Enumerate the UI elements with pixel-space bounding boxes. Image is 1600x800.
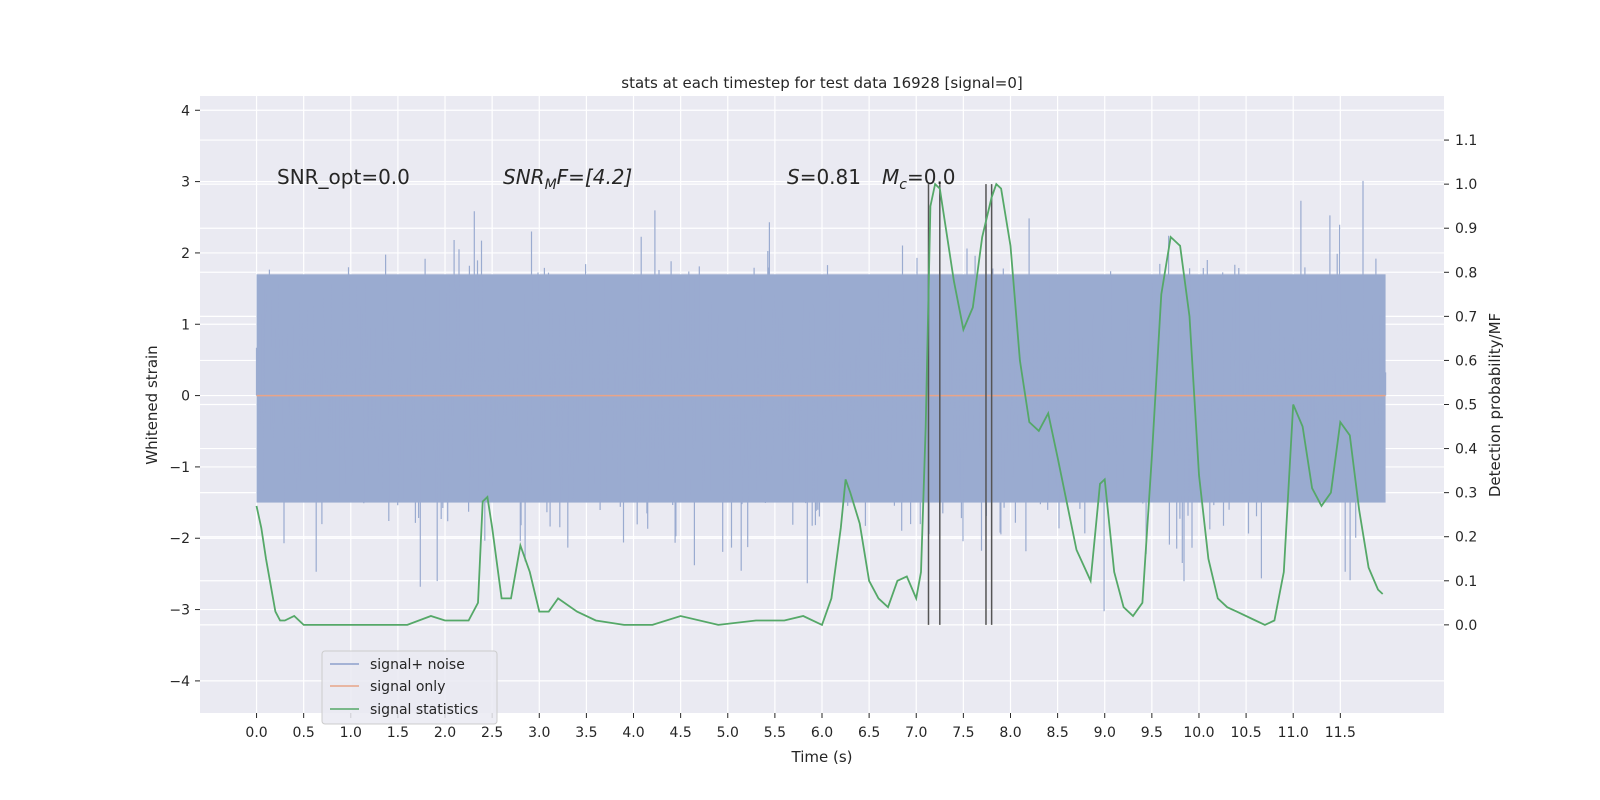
x-tick-label: 7.5 — [952, 725, 974, 741]
x-tick-label: 10.0 — [1183, 725, 1214, 741]
legend-box — [321, 650, 498, 725]
x-tick-label: 11.5 — [1325, 725, 1356, 741]
y-tick-label: 4 — [181, 103, 190, 119]
y-right-tick-label: 0.3 — [1455, 486, 1477, 502]
y-right-tick-label: 0.8 — [1455, 265, 1477, 281]
signal-plus-noise-series — [255, 180, 1387, 612]
x-tick-label: 9.5 — [1141, 725, 1163, 741]
x-tick-label: 9.0 — [1094, 725, 1116, 741]
legend-label-signal-only: signal only — [370, 679, 445, 695]
x-tick-label: 1.0 — [340, 725, 362, 741]
y-tick-label: 1 — [181, 317, 190, 333]
annotation-s: S=0.81 — [787, 165, 861, 189]
y-tick-label: −3 — [169, 603, 190, 619]
y-axis-label: Whitened strain — [143, 345, 161, 464]
y-tick-label: 0 — [181, 389, 190, 405]
y-right-tick-label: 0.2 — [1455, 530, 1477, 546]
legend-label-noise: signal+ noise — [370, 657, 465, 673]
y-axis-right-ticks: 1.1 1.0 0.9 0.8 0.7 0.6 0.5 0.4 0.3 0.2 0.1 0.0 — [1444, 133, 1477, 634]
x-tick-label: 1.5 — [387, 725, 409, 741]
x-tick-label: 8.0 — [999, 725, 1021, 741]
y-right-tick-label: 0.9 — [1455, 221, 1477, 237]
x-tick-label: 6.5 — [858, 725, 880, 741]
y-axis-ticks: 4 3 2 1 0 −1 −2 −3 −4 — [169, 103, 200, 690]
annotation-snr-opt: SNR_opt=0.0 — [277, 165, 410, 189]
marker-lines — [927, 184, 993, 625]
x-tick-label: 2.0 — [434, 725, 456, 741]
x-tick-label: 3.0 — [528, 725, 550, 741]
y-right-tick-label: 0.1 — [1455, 574, 1477, 590]
x-tick-label: 4.0 — [622, 725, 644, 741]
chart-title: stats at each timestep for test data 169… — [621, 74, 1022, 92]
noise-trace — [255, 180, 1387, 612]
noise-band — [256, 274, 1386, 503]
x-tick-label: 4.5 — [670, 725, 692, 741]
legend-label-statistics: signal statistics — [370, 702, 478, 718]
x-axis-ticks: 0.0 0.5 1.0 1.5 2.0 2.5 3.0 3.5 4.0 4.5 5.0 5.5 6.0 6… — [245, 713, 1356, 741]
y-tick-label: 3 — [181, 175, 190, 191]
statistics-line — [255, 182, 1384, 627]
x-tick-label: 7.0 — [905, 725, 927, 741]
x-tick-label: 0.0 — [245, 725, 267, 741]
x-tick-label: 6.0 — [811, 725, 833, 741]
x-tick-label: 11.0 — [1278, 725, 1309, 741]
signal-statistics-series — [255, 182, 1384, 627]
y-right-tick-label: 0.0 — [1455, 618, 1477, 634]
y-tick-label: −1 — [169, 460, 190, 476]
x-tick-label: 8.5 — [1046, 725, 1068, 741]
y-tick-label: −2 — [169, 531, 190, 547]
legend: signal+ noise signal only signal statist… — [321, 650, 498, 725]
y-tick-label: −4 — [169, 674, 190, 690]
y-right-tick-label: 0.4 — [1455, 442, 1477, 458]
x-tick-label: 5.5 — [764, 725, 786, 741]
x-tick-label: 3.5 — [575, 725, 597, 741]
y-right-tick-label: 1.0 — [1455, 177, 1477, 193]
x-tick-label: 5.0 — [717, 725, 739, 741]
x-tick-label: 2.5 — [481, 725, 503, 741]
y-right-tick-label: 0.6 — [1455, 353, 1477, 369]
x-tick-label: 10.5 — [1231, 725, 1262, 741]
x-axis-label: Time (s) — [791, 748, 853, 766]
y-axis-right-label: Detection probability/MF — [1486, 313, 1504, 497]
annotation-mc: Mc=0.0 — [882, 165, 956, 193]
y-tick-label: 2 — [181, 246, 190, 262]
x-tick-label: 0.5 — [293, 725, 315, 741]
y-right-tick-label: 1.1 — [1455, 133, 1477, 149]
y-right-tick-label: 0.7 — [1455, 309, 1477, 325]
y-right-tick-label: 0.5 — [1455, 398, 1477, 414]
annotation-snr-mf: SNRMF=[4.2] — [503, 165, 632, 193]
